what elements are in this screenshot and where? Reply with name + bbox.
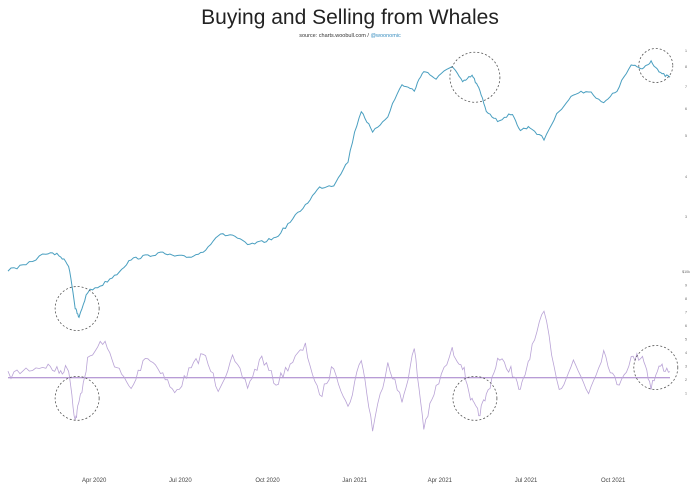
flow-axis-label: $10k bbox=[682, 270, 690, 274]
price-axis-label: 5 bbox=[685, 134, 687, 138]
annotation-circle bbox=[54, 286, 100, 331]
series-line-whale-flow bbox=[7, 310, 671, 432]
x-tick-label: Jul 2021 bbox=[515, 478, 538, 484]
flow-axis-label: 2 bbox=[685, 378, 687, 382]
source-text: source: charts.woobull.com / bbox=[299, 33, 369, 39]
flow-axis-label: 4 bbox=[685, 351, 687, 355]
x-tick-label: Jul 2020 bbox=[169, 478, 192, 484]
chart-title: Buying and Selling from Whales bbox=[201, 6, 499, 29]
flow-axis-label: 9 bbox=[685, 284, 687, 288]
x-tick-label: Apr 2020 bbox=[82, 478, 107, 484]
x-tick-label: Oct 2021 bbox=[601, 478, 626, 484]
price-axis-label: 3 bbox=[685, 215, 687, 219]
annotation-circle bbox=[54, 375, 100, 421]
x-tick-label: Oct 2020 bbox=[255, 478, 280, 484]
price-axis-label: 6 bbox=[685, 107, 687, 111]
price-axis-label: 7 bbox=[685, 85, 687, 89]
annotation-circle bbox=[633, 345, 679, 390]
x-tick-label: Apr 2021 bbox=[428, 478, 453, 484]
annotation-circle bbox=[452, 375, 498, 421]
annotation-circle bbox=[638, 48, 674, 83]
series-line-price bbox=[7, 59, 671, 319]
price-axis-label: 8 bbox=[685, 65, 687, 69]
annotation-circle bbox=[449, 51, 501, 103]
flow-axis-label: 6 bbox=[685, 324, 687, 328]
price-axis-label: 4 bbox=[685, 175, 687, 179]
flow-axis-label: 7 bbox=[685, 311, 687, 315]
price-axis-label: 1 bbox=[685, 49, 687, 53]
flow-axis-label: 5 bbox=[685, 338, 687, 342]
source-handle: @woonomic bbox=[370, 33, 401, 39]
chart-source: source: charts.woobull.com / @woonomic bbox=[0, 33, 700, 39]
x-tick-label: Jan 2021 bbox=[342, 478, 367, 484]
flow-axis-label: 3 bbox=[685, 365, 687, 369]
flow-axis-label: 1 bbox=[685, 392, 687, 396]
flow-axis-label: 8 bbox=[685, 297, 687, 301]
